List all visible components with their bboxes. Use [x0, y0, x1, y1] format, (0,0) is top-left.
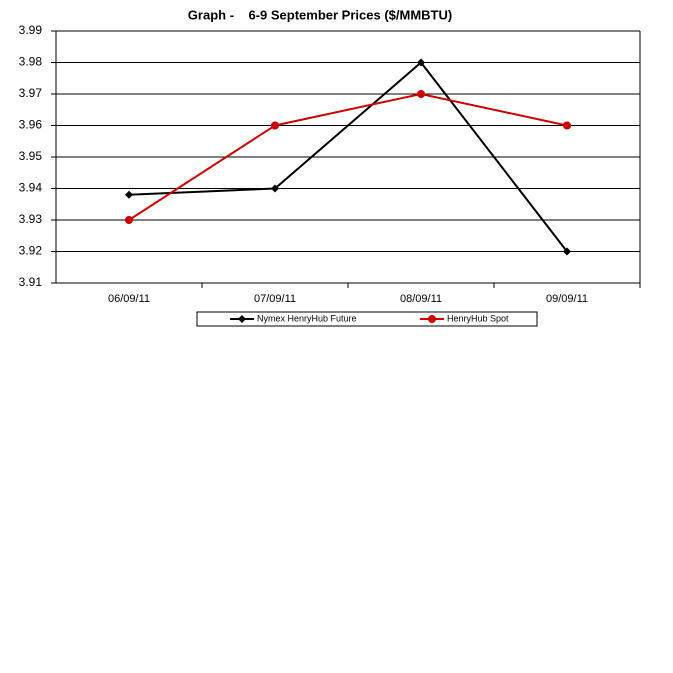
data-point	[271, 121, 279, 130]
data-point	[417, 58, 425, 67]
legend-label: Nymex HenryHub Future	[257, 313, 357, 323]
data-point	[417, 90, 425, 98]
x-tick-label: 07/09/11	[254, 293, 296, 305]
data-point	[563, 247, 571, 256]
series-line	[128, 61, 568, 253]
data-point	[563, 121, 571, 130]
legend-box	[196, 311, 538, 327]
legend-marker	[428, 315, 436, 323]
y-tick-label: 3.97	[19, 86, 43, 100]
chart-title: Graph - 6-9 September Prices ($/MMBTU)	[188, 7, 452, 22]
x-tick-label: 06/09/11	[108, 293, 150, 305]
x-tick-label: 09/09/11	[546, 293, 588, 305]
data-point	[125, 190, 133, 199]
y-tick-label: 3.94	[19, 181, 43, 195]
data-point	[271, 184, 279, 193]
data-point	[125, 216, 133, 224]
legend-label: HenryHub Spot	[447, 313, 509, 323]
y-tick-label: 3.99	[19, 23, 43, 37]
y-tick-label: 3.92	[19, 244, 43, 258]
y-tick-label: 3.91	[19, 275, 43, 289]
y-tick-label: 3.93	[19, 212, 43, 226]
series-line	[128, 92, 568, 221]
y-tick-label: 3.96	[19, 118, 43, 132]
legend-marker	[238, 315, 246, 323]
y-tick-label: 3.95	[19, 149, 43, 163]
y-tick-label: 3.98	[19, 55, 43, 69]
x-tick-label: 08/09/11	[400, 293, 442, 305]
